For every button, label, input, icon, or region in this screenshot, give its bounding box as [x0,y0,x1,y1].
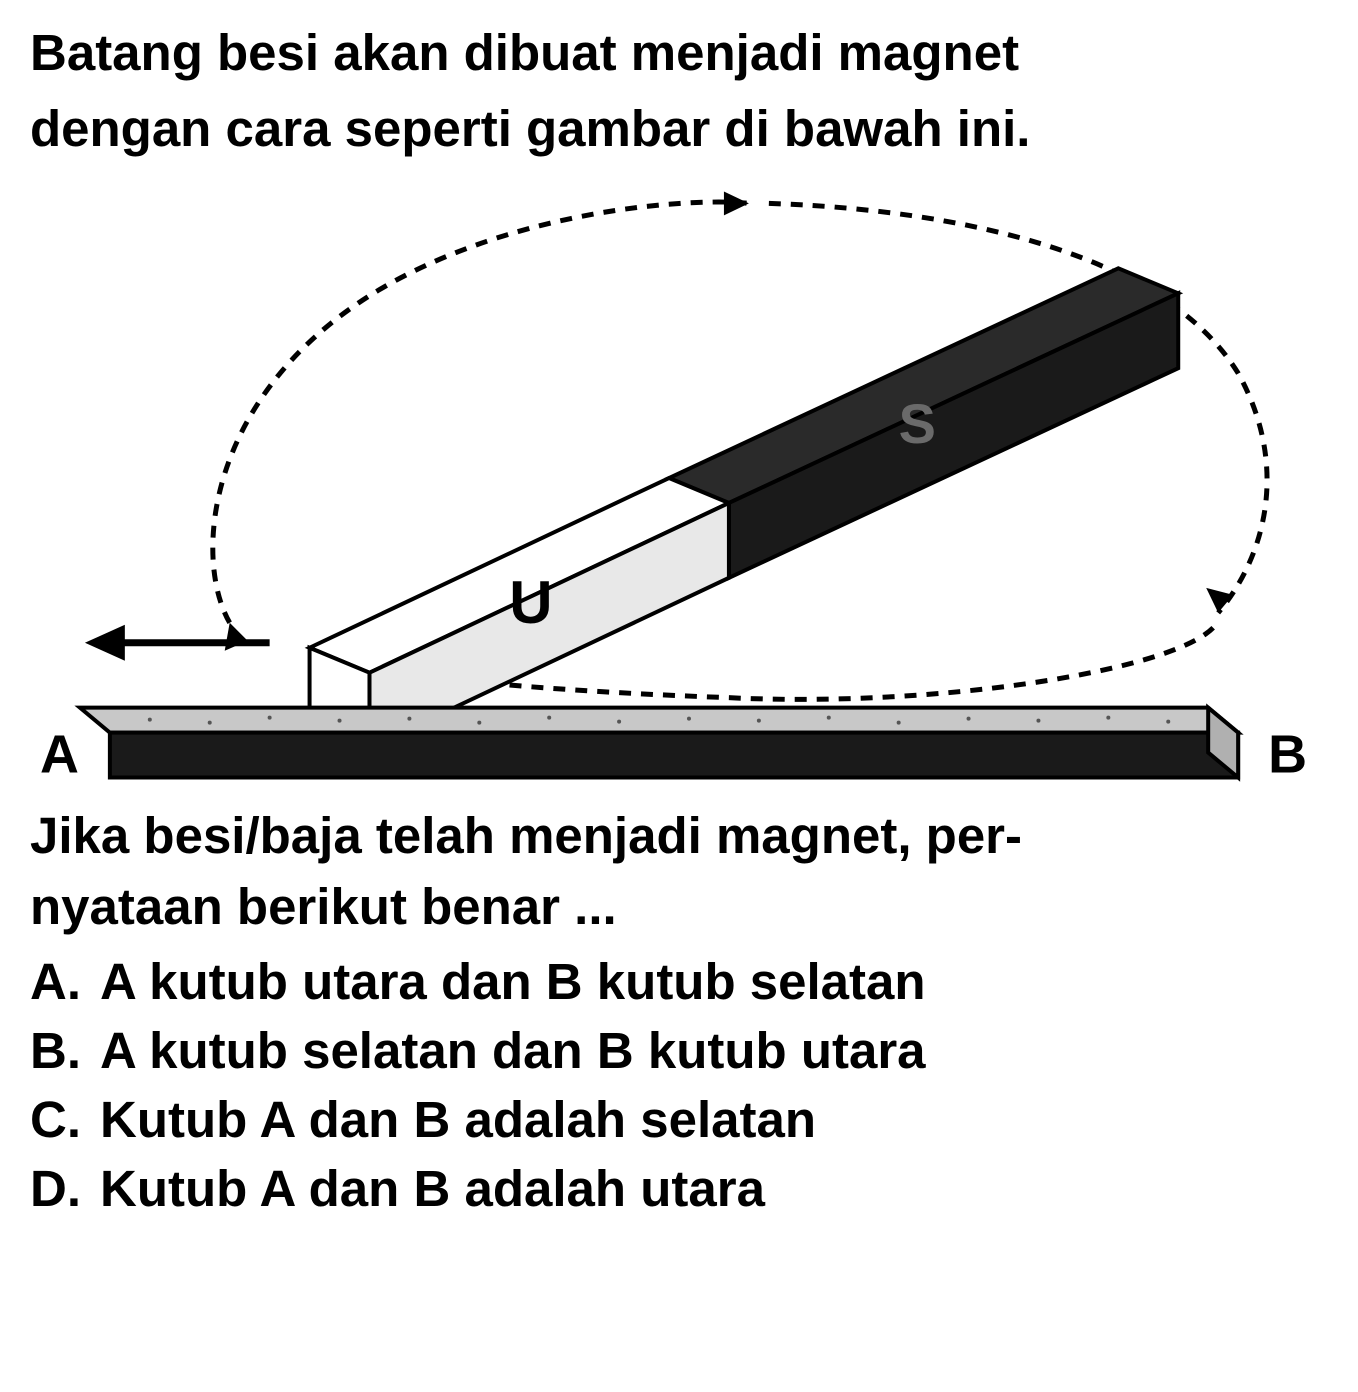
option-a: A. A kutub utara dan B kutub selatan [30,948,1328,1017]
motion-arrowhead-top [724,191,749,215]
bar-magnet: U S [310,268,1179,747]
option-d-letter: D. [30,1155,100,1224]
option-c: C. Kutub A dan B adalah selatan [30,1086,1328,1155]
option-b-letter: B. [30,1017,100,1086]
magnet-diagram: U S A B [30,173,1328,793]
followup-line-1: Jika besi/baja telah menjadi magnet, per… [30,803,1328,869]
magnet-north-label: U [509,568,552,635]
iron-bar [80,707,1238,777]
iron-bar-top [80,707,1238,732]
motion-arrowhead-left [225,622,248,650]
option-c-text: Kutub A dan B adalah selatan [100,1086,1328,1155]
diagram-svg: U S A B [30,173,1328,793]
direction-arrow-head [85,624,125,660]
option-a-text: A kutub utara dan B kutub selatan [100,948,1328,1017]
magnet-south-label: S [899,392,936,455]
question-line-2: dengan cara seperti gambar di bawah ini. [30,96,1328,162]
label-b: B [1268,724,1307,784]
question-line-1: Batang besi akan dibuat menjadi magnet [30,20,1328,86]
followup-line-2: nyataan berikut benar ... [30,874,1328,940]
options-list: A. A kutub utara dan B kutub selatan B. … [30,948,1328,1223]
option-b: B. A kutub selatan dan B kutub utara [30,1017,1328,1086]
option-d: D. Kutub A dan B adalah utara [30,1155,1328,1224]
label-a: A [40,724,79,784]
iron-bar-front [110,732,1238,777]
option-a-letter: A. [30,948,100,1017]
option-c-letter: C. [30,1086,100,1155]
option-b-text: A kutub selatan dan B kutub utara [100,1017,1328,1086]
option-d-text: Kutub A dan B adalah utara [100,1155,1328,1224]
